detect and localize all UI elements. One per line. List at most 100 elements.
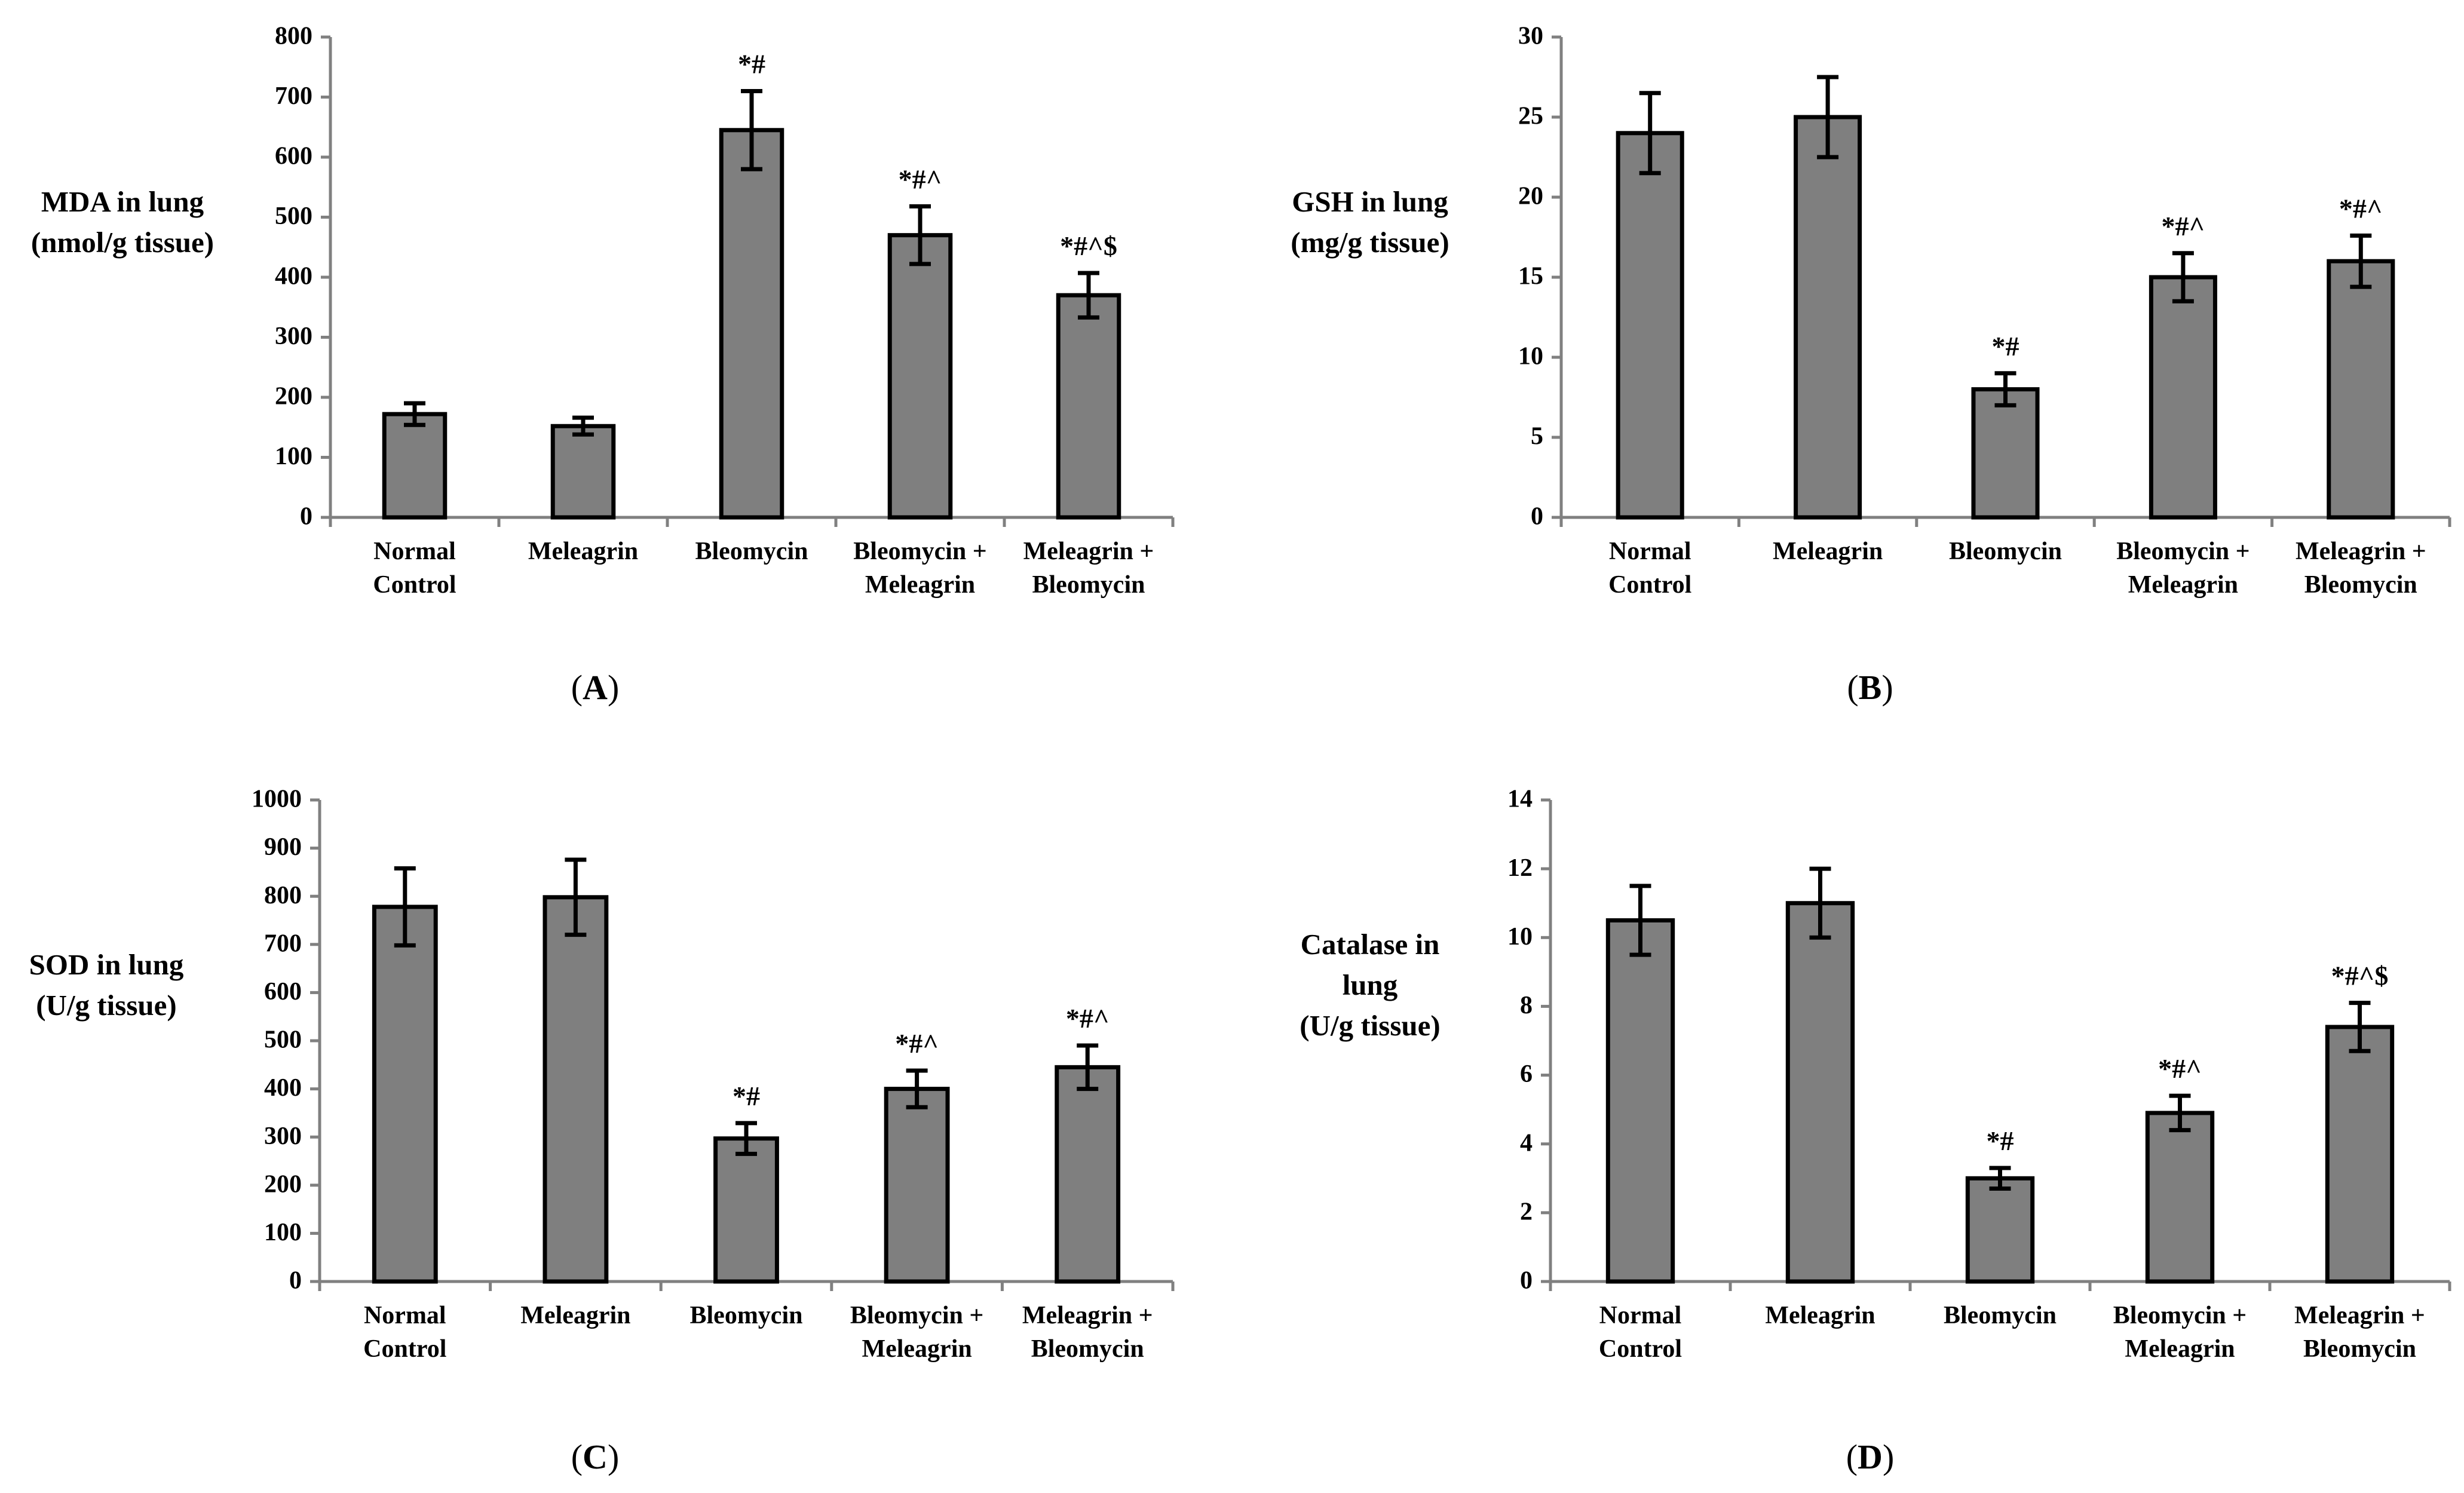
x-tick-label-line: Meleagrin + [1023, 538, 1154, 565]
y-tick-label: 2 [1520, 1198, 1533, 1225]
y-axis-label-line: SOD in lung [29, 948, 184, 981]
panel-caption: (B) [1847, 668, 1893, 707]
y-tick-label: 1000 [252, 786, 302, 813]
y-axis-label-line: (mg/g tissue) [1291, 226, 1449, 259]
y-tick-label: 5 [1531, 423, 1543, 450]
significance-label: *#^ [899, 164, 942, 194]
y-tick-label: 600 [275, 143, 312, 170]
caption-open: ( [571, 668, 583, 707]
chart-panel-4: 0 2 4 6 8 10 12 14 Normal Control Meleagrin *# Bleom… [1300, 786, 2451, 1476]
x-tick-label-line: Meleagrin [520, 1302, 630, 1329]
x-tick-label-line: Bleomycin [1032, 571, 1145, 599]
y-tick-label: 14 [1507, 786, 1533, 813]
y-tick-label: 10 [1507, 923, 1533, 951]
x-tick-label-line: Normal [373, 538, 456, 565]
bar [543, 895, 609, 1284]
y-axis-label: MDA in lung (nmol/g tissue) [31, 185, 214, 259]
chart-panel-2: 0 5 10 15 20 25 30 Normal Control Meleagrin *# Bleo… [1291, 23, 2451, 707]
x-tick-label-line: Meleagrin + [1022, 1302, 1153, 1329]
y-tick-label: 6 [1520, 1060, 1533, 1088]
y-tick-label: 25 [1518, 103, 1543, 130]
bar [2149, 275, 2217, 520]
y-tick-label: 200 [275, 383, 312, 410]
y-axis-label-line: MDA in lung [41, 185, 204, 218]
caption-letter: C [583, 1437, 608, 1476]
caption-close: ) [608, 668, 619, 707]
x-tick-label-line: Bleomycin [1949, 538, 2062, 565]
bar [382, 412, 448, 520]
significance-label: *#^ [2158, 1053, 2202, 1084]
y-axis-label-line: Catalase in [1301, 928, 1440, 961]
y-tick-label: 30 [1518, 23, 1543, 50]
x-tick-label: Bleomycin [1949, 538, 2062, 565]
y-tick-label: 700 [264, 930, 302, 957]
significance-label: *#^ [2339, 193, 2383, 223]
x-tick-label: Meleagrin + Bleomycin [2296, 538, 2426, 599]
x-tick-label-line: Bleomycin + [850, 1302, 983, 1329]
y-axis-label-line: lung [1343, 968, 1398, 1001]
y-axis-label-line: GSH in lung [1292, 185, 1448, 218]
y-tick-label: 100 [264, 1219, 302, 1246]
x-tick-label-line: Control [1599, 1335, 1682, 1363]
x-tick-label-line: Bleomycin [1031, 1335, 1144, 1363]
bar [1055, 1065, 1121, 1284]
significance-label: *#^$ [2331, 961, 2389, 991]
caption-letter: A [583, 668, 608, 707]
y-axis-label-line: (nmol/g tissue) [31, 226, 214, 259]
bar [2145, 1111, 2215, 1284]
x-tick-label-line: Control [1608, 571, 1691, 599]
caption-close: ) [1883, 1437, 1894, 1476]
y-tick-label: 200 [264, 1170, 302, 1198]
y-tick-label: 500 [275, 203, 312, 230]
bar [1794, 115, 1862, 520]
x-tick-label: Bleomycin [690, 1302, 803, 1329]
x-tick-label-line: Meleagrin [1773, 538, 1883, 565]
significance-label: *#^ [895, 1028, 939, 1059]
x-tick-label-line: Bleomycin + [2116, 538, 2250, 565]
significance-label: *# [738, 48, 765, 79]
x-tick-label: Meleagrin + Bleomycin [2294, 1302, 2425, 1363]
x-tick-label-line: Normal [364, 1302, 446, 1329]
x-tick-label: Meleagrin [520, 1302, 630, 1329]
bar [1616, 131, 1684, 520]
x-tick-label-line: Meleagrin [1765, 1302, 1875, 1329]
bar [1605, 918, 1675, 1284]
x-tick-label-line: Meleagrin [2125, 1335, 2235, 1363]
x-tick-label-line: Bleomycin + [853, 538, 986, 565]
y-tick-label: 700 [275, 82, 312, 110]
x-tick-label: Normal Control [1608, 538, 1691, 599]
x-tick-label: Normal Control [1599, 1302, 1682, 1363]
x-tick-label-line: Normal [1599, 1302, 1682, 1329]
caption-letter: B [1859, 668, 1882, 707]
bar [1056, 293, 1121, 520]
y-tick-label: 900 [264, 833, 302, 861]
x-tick-label-line: Meleagrin [862, 1335, 971, 1363]
caption-open: ( [571, 1437, 583, 1476]
x-tick-label: Meleagrin [528, 538, 638, 565]
y-axis-label-line: (U/g tissue) [1300, 1009, 1440, 1042]
bar [713, 1136, 779, 1284]
y-tick-label: 300 [264, 1123, 302, 1150]
x-tick-label: Bleomycin + Meleagrin [2113, 1302, 2247, 1363]
chart-panel-3: 0 100 200 300 400 500 600 700 800 900 1000 Normal Co… [29, 786, 1175, 1476]
x-tick-label-line: Meleagrin + [2294, 1302, 2425, 1329]
significance-label: *# [1992, 331, 2019, 361]
x-tick-label-line: Bleomycin [2303, 1335, 2416, 1363]
x-tick-label-line: Normal [1609, 538, 1691, 565]
panel-caption: (C) [571, 1437, 620, 1476]
caption-close: ) [608, 1437, 619, 1476]
x-tick-label: Normal Control [363, 1302, 446, 1363]
significance-label: *#^ [2162, 211, 2205, 241]
y-tick-label: 100 [275, 443, 312, 470]
x-tick-label-line: Bleomycin [2304, 571, 2417, 599]
bar [887, 233, 953, 520]
y-tick-label: 12 [1507, 854, 1533, 882]
caption-open: ( [1847, 668, 1858, 707]
panel-caption: (A) [571, 668, 620, 707]
y-tick-label: 20 [1518, 183, 1543, 210]
x-tick-label: Bleomycin [695, 538, 808, 565]
y-tick-label: 800 [275, 23, 312, 50]
y-tick-label: 0 [1520, 1267, 1533, 1295]
caption-close: ) [1881, 668, 1893, 707]
